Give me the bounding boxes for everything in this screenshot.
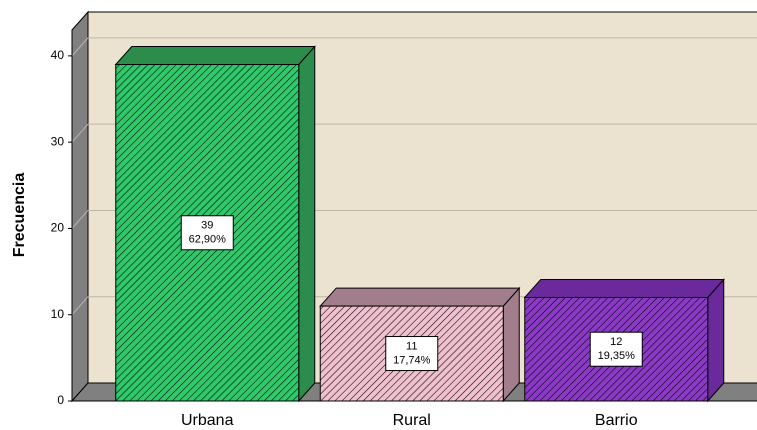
percent-label: 19,35% (598, 350, 636, 362)
y-tick-label: 40 (51, 48, 65, 62)
left-wall (71, 10, 89, 403)
value-label-box (385, 336, 439, 372)
bar-side (502, 286, 520, 403)
y-tick-label: 30 (51, 134, 65, 148)
bar-side (707, 278, 725, 403)
bar-top (114, 46, 316, 66)
grid-line (71, 123, 89, 143)
bar-top (319, 287, 521, 307)
y-tick-label: 0 (57, 393, 64, 407)
bar-side (298, 45, 316, 403)
percent-label: 62,90% (189, 234, 227, 246)
bar-top (523, 278, 725, 298)
value-label: 11 (406, 340, 417, 352)
value-label-box (589, 331, 643, 367)
value-label: 39 (201, 220, 213, 232)
x-tick-label: Urbana (181, 412, 234, 429)
x-tick-label: Barrio (595, 412, 638, 429)
grid-line (71, 37, 89, 57)
x-tick-label: Rural (393, 412, 431, 429)
y-axis-label: Frecuencia (11, 173, 28, 258)
y-tick-label: 10 (51, 307, 65, 321)
y-tick-label: 20 (51, 221, 65, 235)
value-label-box (180, 215, 234, 251)
grid-line (71, 296, 89, 316)
percent-label: 17,74% (393, 354, 431, 366)
value-label: 12 (610, 336, 622, 348)
grid-line (71, 210, 89, 229)
